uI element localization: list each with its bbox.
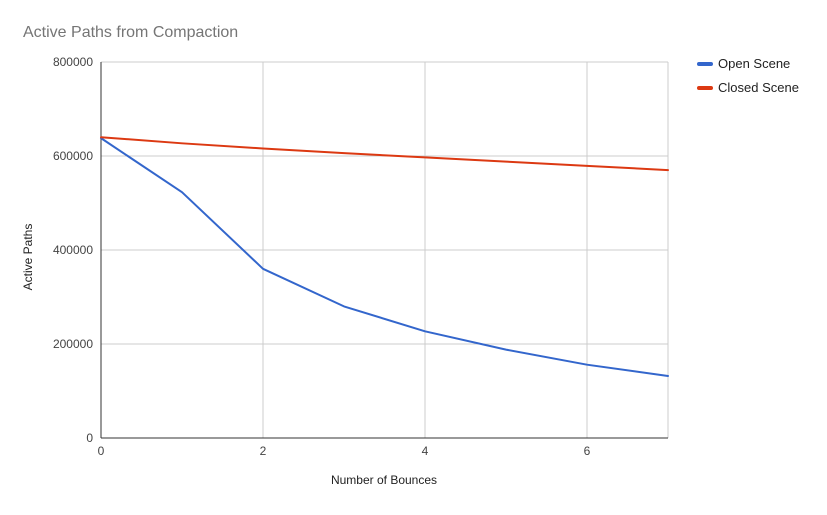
x-tick-label: 6 xyxy=(584,444,591,458)
gridlines xyxy=(101,61,669,438)
y-tick-label: 200000 xyxy=(53,337,93,351)
x-tick-label: 0 xyxy=(98,444,105,458)
series-lines xyxy=(100,136,669,377)
series-line-closed-scene xyxy=(100,136,669,172)
x-tick-label: 4 xyxy=(422,444,429,458)
y-axis-label: Active Paths xyxy=(21,224,35,291)
y-tick-label: 800000 xyxy=(53,55,93,69)
y-tick-label: 600000 xyxy=(53,149,93,163)
x-axis-label: Number of Bounces xyxy=(331,473,437,487)
chart-title: Active Paths from Compaction xyxy=(23,24,238,41)
x-tick-label: 2 xyxy=(260,444,267,458)
legend-label-closed-scene: Closed Scene xyxy=(718,80,799,95)
legend-label-open-scene: Open Scene xyxy=(718,56,790,71)
tick-labels: 0 200000 400000 600000 800000 0 2 4 6 xyxy=(53,55,591,458)
axes xyxy=(100,62,668,439)
y-tick-label: 0 xyxy=(86,431,93,445)
y-tick-label: 400000 xyxy=(53,243,93,257)
series-line-open-scene xyxy=(100,137,669,377)
legend: Open Scene Closed Scene xyxy=(697,56,799,95)
